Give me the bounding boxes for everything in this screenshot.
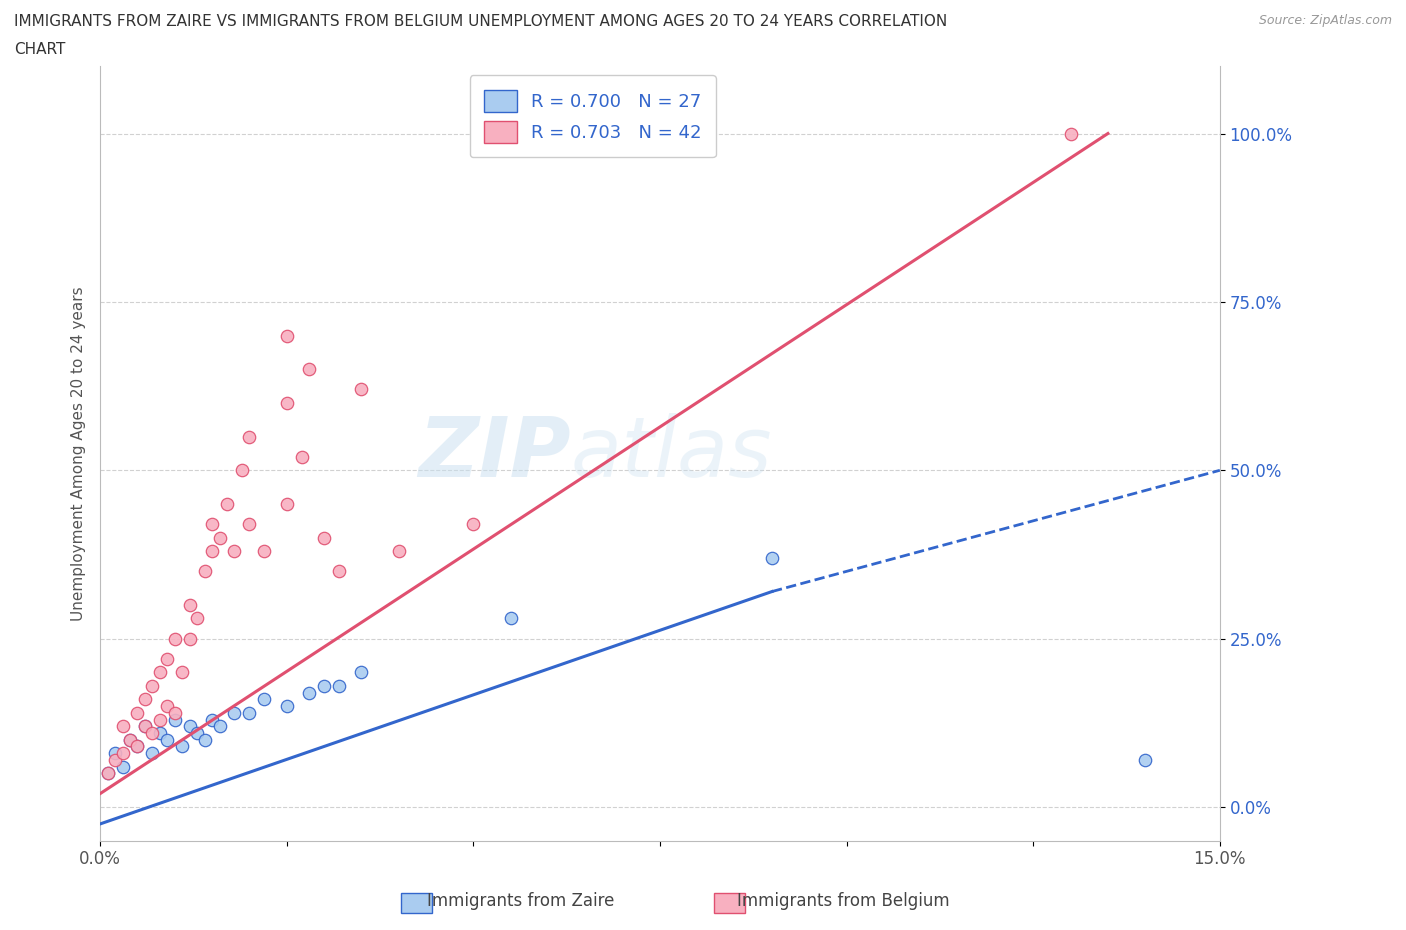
Point — [238, 705, 260, 720]
Point — [1059, 126, 1081, 141]
Point — [127, 705, 149, 720]
Point — [276, 395, 298, 410]
Point — [276, 698, 298, 713]
Point — [291, 449, 314, 464]
Text: Source: ZipAtlas.com: Source: ZipAtlas.com — [1258, 14, 1392, 27]
Legend: R = 0.700   N = 27, R = 0.703   N = 42: R = 0.700 N = 27, R = 0.703 N = 42 — [470, 75, 716, 157]
Point — [350, 665, 373, 680]
Point — [134, 719, 156, 734]
Point — [276, 328, 298, 343]
Point — [141, 746, 163, 761]
Point — [208, 719, 231, 734]
Point — [104, 752, 127, 767]
Point — [127, 739, 149, 754]
Point — [499, 611, 522, 626]
Point — [298, 685, 321, 700]
Point — [172, 739, 194, 754]
Point — [111, 759, 134, 774]
Point — [253, 692, 276, 707]
Point — [179, 598, 201, 613]
Point — [156, 652, 179, 667]
Point — [463, 517, 485, 532]
Point — [231, 463, 253, 478]
Point — [156, 732, 179, 747]
Point — [134, 719, 156, 734]
Point — [104, 746, 127, 761]
Point — [312, 530, 335, 545]
Point — [253, 544, 276, 559]
Point — [127, 739, 149, 754]
Point — [276, 497, 298, 512]
Point — [186, 611, 208, 626]
Point — [201, 544, 224, 559]
Point — [172, 665, 194, 680]
Point — [194, 732, 217, 747]
Point — [208, 530, 231, 545]
Point — [163, 712, 186, 727]
Point — [149, 665, 172, 680]
Point — [163, 705, 186, 720]
Point — [224, 705, 246, 720]
Point — [111, 719, 134, 734]
Point — [179, 631, 201, 646]
Point — [141, 725, 163, 740]
Point — [238, 517, 260, 532]
Point — [118, 732, 141, 747]
Point — [97, 766, 120, 781]
Text: CHART: CHART — [14, 42, 66, 57]
Text: Immigrants from Belgium: Immigrants from Belgium — [737, 892, 950, 910]
Point — [141, 678, 163, 693]
Point — [111, 746, 134, 761]
Point — [186, 725, 208, 740]
Text: atlas: atlas — [571, 413, 772, 494]
Point — [350, 382, 373, 397]
Point — [1135, 752, 1157, 767]
Point — [163, 631, 186, 646]
Point — [388, 544, 411, 559]
Point — [179, 719, 201, 734]
Point — [201, 517, 224, 532]
Point — [97, 766, 120, 781]
Point — [312, 678, 335, 693]
Point — [149, 712, 172, 727]
Point — [328, 678, 350, 693]
Point — [201, 712, 224, 727]
Point — [328, 564, 350, 578]
Point — [215, 497, 238, 512]
Point — [298, 362, 321, 377]
Point — [761, 551, 783, 565]
Point — [156, 698, 179, 713]
Point — [134, 692, 156, 707]
Text: ZIP: ZIP — [418, 413, 571, 494]
Point — [238, 429, 260, 444]
Point — [224, 544, 246, 559]
Point — [118, 732, 141, 747]
Point — [149, 725, 172, 740]
Text: Immigrants from Zaire: Immigrants from Zaire — [426, 892, 614, 910]
Y-axis label: Unemployment Among Ages 20 to 24 years: Unemployment Among Ages 20 to 24 years — [72, 286, 86, 621]
Text: IMMIGRANTS FROM ZAIRE VS IMMIGRANTS FROM BELGIUM UNEMPLOYMENT AMONG AGES 20 TO 2: IMMIGRANTS FROM ZAIRE VS IMMIGRANTS FROM… — [14, 14, 948, 29]
Point — [194, 564, 217, 578]
